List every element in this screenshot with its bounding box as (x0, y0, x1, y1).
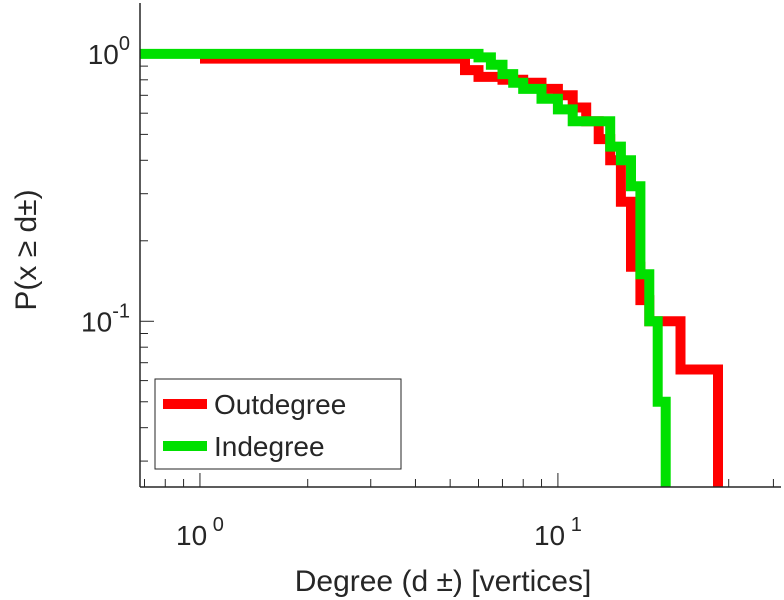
legend-label-indegree: Indegree (214, 431, 325, 462)
y-axis-label: P(x ≥ d±) (10, 189, 43, 310)
x-tick-label: 10 0 (176, 514, 224, 551)
tick-marks (140, 53, 774, 487)
legend: Outdegree Indegree (154, 378, 402, 470)
x-axis-label: Degree (d ±) [vertices] (295, 565, 592, 598)
y-tick-label: 100 (88, 33, 130, 70)
series-lines (140, 48, 723, 487)
series-line-indegree (140, 48, 671, 487)
x-tick-label: 10 1 (534, 514, 582, 551)
y-tick-label: 10-1 (81, 300, 130, 337)
legend-box (154, 378, 402, 470)
tick-labels: 10 0 10 1 100 10-1 (81, 33, 582, 551)
legend-label-outdegree: Outdegree (214, 389, 346, 420)
